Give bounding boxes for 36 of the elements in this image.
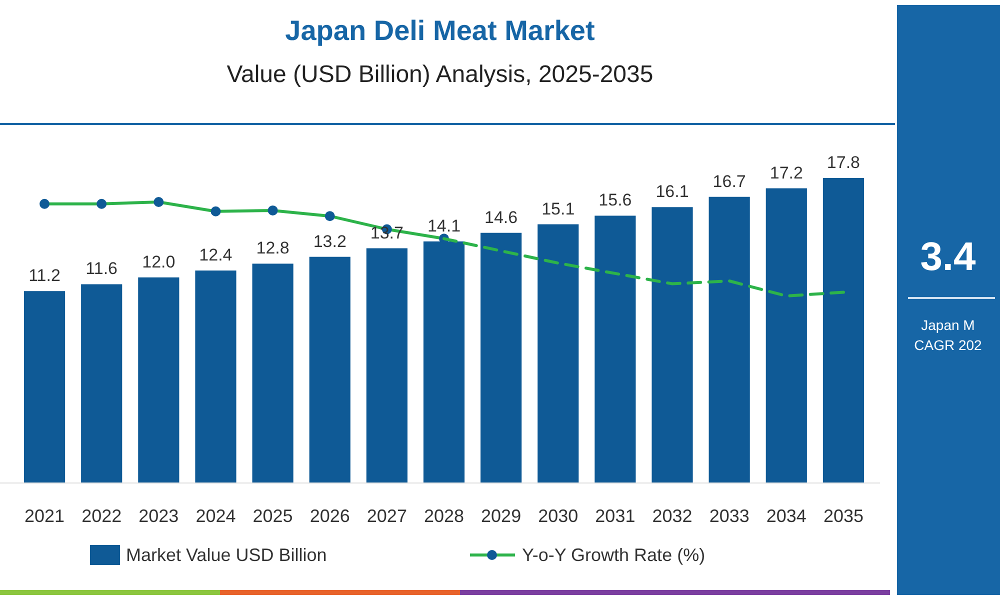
x-tick-label: 2027 (366, 506, 407, 526)
x-tick-label: 2021 (24, 506, 65, 526)
x-tick-label: 2022 (82, 506, 122, 526)
data-label: 14.1 (427, 216, 461, 236)
data-label: 11.2 (28, 266, 60, 286)
text: 3.4 (920, 235, 977, 279)
x-tick-label: 2025 (252, 506, 293, 526)
text: CAGR 202 (914, 337, 982, 353)
data-label: 17.8 (826, 153, 860, 172)
chart-title: Japan Deli Meat Market (285, 15, 595, 46)
x-tick-label: 2026 (310, 506, 350, 526)
x-tick-label: 2032 (652, 506, 692, 526)
data-label: 13.2 (313, 232, 346, 251)
data-label: 17.2 (770, 163, 803, 182)
data-label: 12.0 (142, 252, 176, 272)
data-label: 11.6 (86, 259, 118, 278)
x-tick-label: 2023 (138, 506, 179, 526)
x-tick-label: 2034 (766, 506, 806, 526)
data-label: 12.4 (199, 246, 232, 265)
x-tick-label: 2035 (823, 506, 864, 526)
x-tick-label: 2028 (424, 506, 464, 526)
data-label: 16.1 (656, 182, 689, 202)
text: Japan M (921, 317, 975, 333)
data-label: 14.6 (484, 208, 518, 227)
legend-label: Market Value USD Billion (126, 545, 327, 565)
data-label: 15.6 (598, 190, 632, 210)
x-tick-label: 2033 (709, 506, 750, 526)
data-label: 16.7 (712, 172, 746, 191)
x-tick-label: 2031 (595, 506, 636, 526)
x-tick-label: 2029 (481, 506, 522, 526)
chart-subtitle: Value (USD Billion) Analysis, 2025-2035 (226, 61, 654, 88)
legend-label: Y-o-Y Growth Rate (%) (522, 545, 706, 565)
data-label: 12.8 (256, 238, 290, 258)
x-tick-label: 2030 (538, 506, 578, 526)
data-label: 15.1 (542, 199, 575, 218)
x-tick-label: 2024 (196, 506, 236, 526)
